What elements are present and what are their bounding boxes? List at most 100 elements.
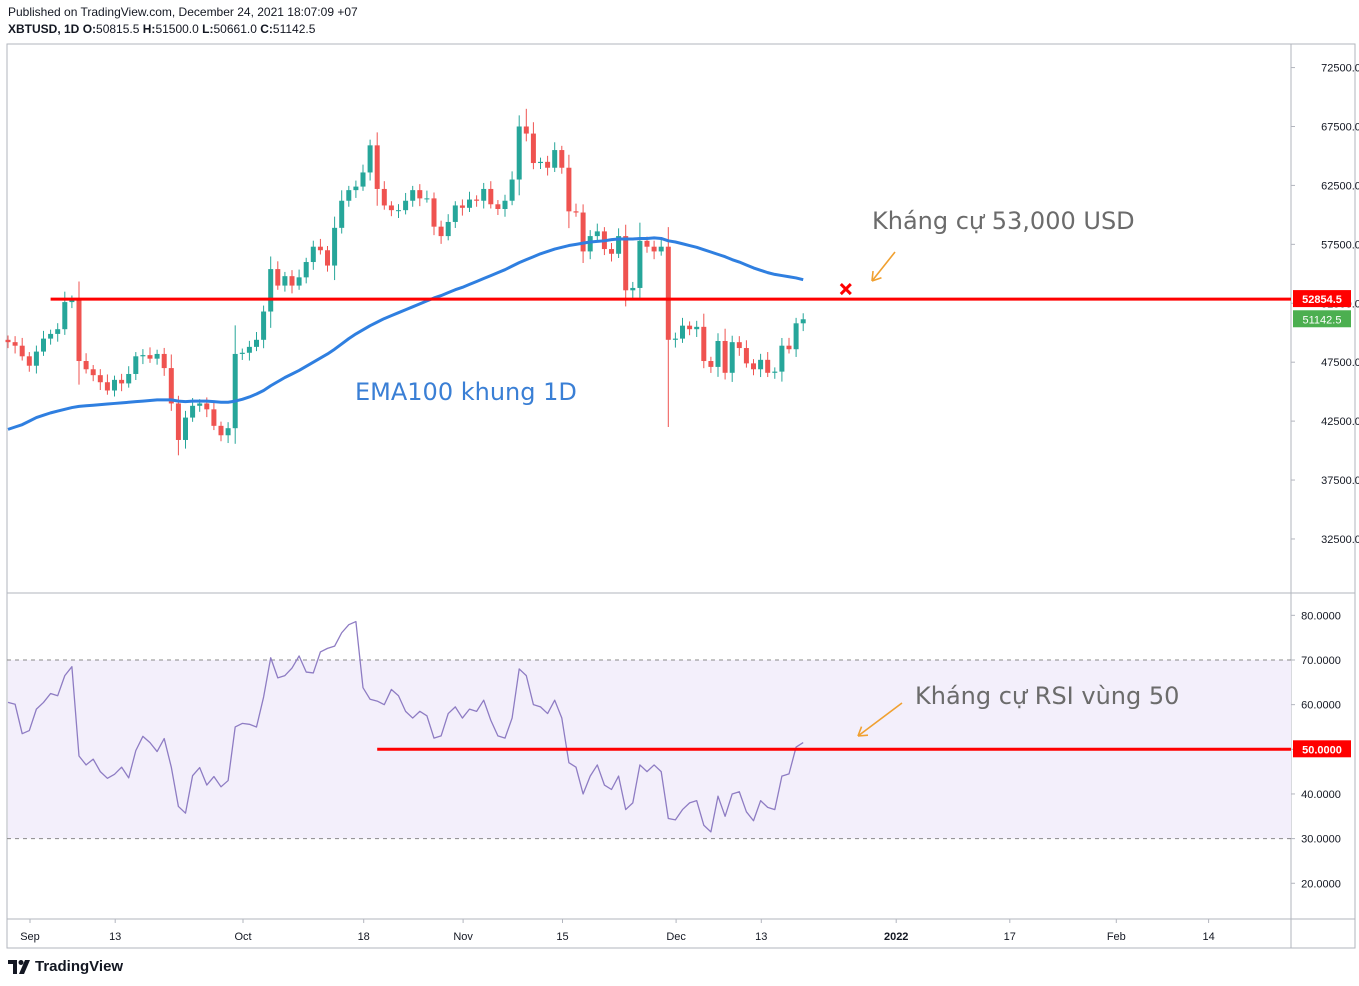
candle (296, 269, 302, 290)
candle (701, 313, 707, 369)
candle (168, 354, 174, 411)
candle (474, 195, 480, 207)
candle-body (183, 417, 188, 440)
candle-body (793, 323, 799, 350)
published-info: Published on TradingView.com, December 2… (8, 5, 358, 19)
candle (530, 122, 536, 170)
time-tick-label: 2022 (884, 931, 908, 943)
candle (623, 224, 629, 307)
candle (751, 359, 756, 376)
candle-body (12, 342, 18, 346)
resistance-price-tag: 52854.5 (1293, 290, 1351, 308)
candle-body (481, 188, 487, 201)
candle-body (452, 205, 458, 222)
price-tick-label: 57500.0 (1321, 239, 1359, 251)
candle (339, 190, 345, 234)
candle (445, 214, 451, 241)
high-value: 51500.0 (155, 22, 199, 36)
candle (573, 203, 579, 217)
candle (502, 194, 508, 217)
candle (381, 181, 387, 210)
candle (289, 270, 295, 294)
candle-body (310, 246, 316, 263)
candle-body (743, 348, 749, 364)
candle (26, 352, 32, 372)
candle (112, 375, 117, 397)
arrow-head (857, 734, 869, 737)
candle-body (651, 246, 657, 252)
candle-body (325, 250, 330, 266)
candle-body (736, 342, 742, 349)
arrow-head (871, 270, 874, 282)
candle (672, 332, 678, 348)
candle-body (438, 226, 444, 237)
chart-canvas[interactable]: 72500.067500.062500.057500.052500.047500… (0, 0, 1359, 950)
rsi-tick-label: 60.0000 (1301, 700, 1341, 712)
candle-body (758, 359, 764, 370)
candle (388, 201, 394, 217)
candle-body (410, 190, 416, 201)
candle (779, 337, 785, 382)
candle (594, 223, 600, 241)
candle-body (360, 172, 366, 187)
time-tick-label: Feb (1107, 931, 1126, 943)
candle-body (665, 246, 671, 340)
candle-body (396, 210, 401, 212)
candle (729, 335, 735, 382)
candle-body (523, 126, 529, 134)
candle-body (587, 236, 593, 252)
candle (736, 336, 742, 356)
time-tick-label: 15 (556, 931, 568, 943)
candle (687, 321, 693, 336)
candle-body (211, 409, 217, 426)
price-tick-label: 62500.0 (1321, 180, 1359, 192)
time-tick-label: Sep (20, 931, 40, 943)
candle-body (800, 319, 806, 324)
rsi-pane (7, 620, 1291, 840)
candle (545, 155, 551, 176)
price-tick-label: 32500.0 (1321, 534, 1359, 546)
candle (353, 180, 359, 198)
candle (90, 365, 96, 382)
candle-body (616, 236, 622, 254)
tradingview-brand: TradingView (8, 958, 123, 975)
candle-body (552, 150, 558, 168)
price-axis: 72500.067500.062500.057500.052500.047500… (1291, 63, 1359, 546)
ema-annotation: EMA100 khung 1D (355, 378, 577, 406)
candle-body (296, 277, 302, 286)
time-tick-label: 13 (109, 931, 121, 943)
candle (758, 353, 764, 378)
candle-body (431, 198, 437, 227)
candle (261, 305, 267, 349)
brand-name: TradingView (35, 958, 124, 975)
candle (559, 145, 565, 174)
candle (303, 257, 309, 284)
candle (317, 238, 323, 255)
time-tick-label: 13 (755, 931, 767, 943)
candle-body (772, 371, 778, 373)
candle-body (424, 198, 430, 200)
candle (367, 139, 373, 181)
candle-body (33, 351, 39, 366)
candle-body (140, 355, 146, 357)
tradingview-logo-icon (8, 959, 30, 974)
candle (538, 157, 543, 170)
candle-body (41, 338, 46, 352)
candle-body (246, 346, 252, 353)
candle (658, 238, 664, 256)
candle-body (502, 200, 508, 209)
candle (161, 347, 167, 376)
close-label: C: (260, 22, 273, 36)
rsi-level-tag-bg (1293, 740, 1351, 758)
candle-body (374, 145, 380, 189)
candle-body (672, 338, 678, 340)
candle (609, 243, 614, 262)
candle-body (190, 405, 196, 418)
candle (616, 228, 622, 259)
candle-body (367, 145, 373, 173)
candle-body (261, 311, 267, 340)
candle (332, 216, 338, 281)
candle-body (722, 340, 728, 373)
candle (637, 222, 643, 298)
candle (708, 356, 714, 373)
